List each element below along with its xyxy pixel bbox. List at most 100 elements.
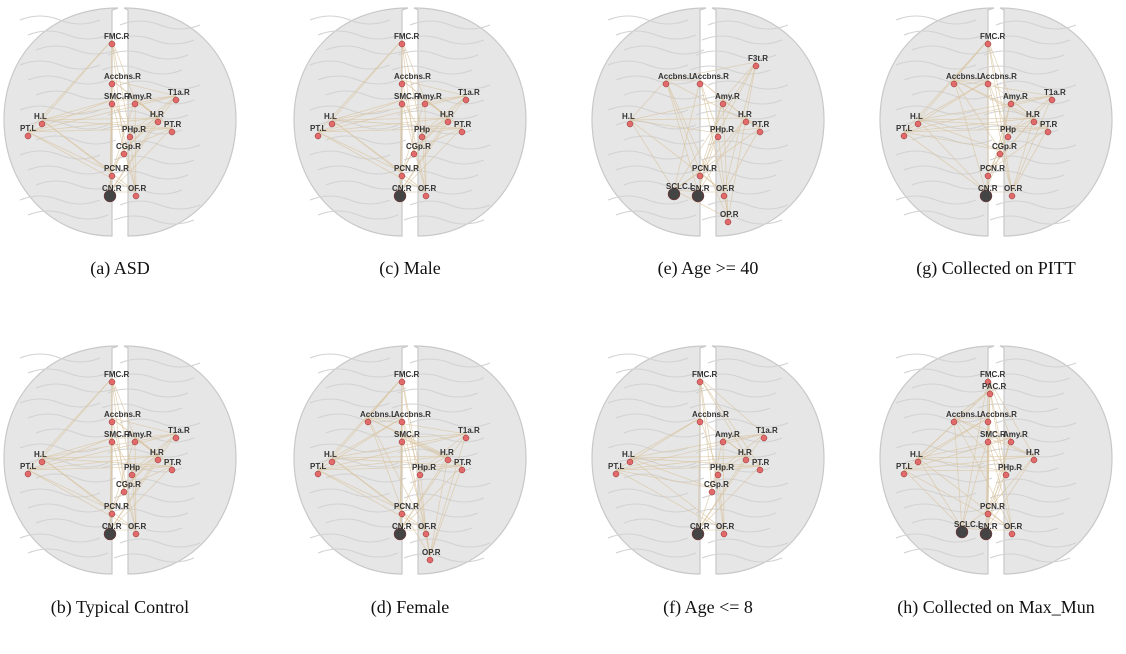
connection-edge (697, 433, 765, 531)
gyrus-line (911, 518, 993, 528)
gyrus-line (615, 548, 697, 558)
connection-edge (987, 509, 1013, 531)
connection-edge (987, 39, 1013, 193)
gyrus-line (689, 403, 771, 413)
gyrus-line (107, 508, 189, 518)
region-label: CGp.R (992, 142, 1017, 151)
region-label: PCN.R (692, 164, 717, 173)
connection-edge (27, 377, 113, 471)
gyrus-line (107, 170, 189, 180)
gyrus-line (903, 503, 985, 513)
region-node (108, 378, 116, 386)
connection-edge (111, 377, 133, 472)
connection-edge (421, 117, 449, 134)
gyrus-line (309, 15, 391, 25)
region-label: Accbns.R (980, 410, 1017, 419)
gyrus-line (309, 105, 391, 115)
left-hemisphere (293, 7, 409, 237)
connection-edge (629, 433, 765, 459)
brain-figure: FMC.R Accbns.R Amy.R T1a.R H.L H.R PT.L PT.R PHp… (591, 345, 825, 575)
connection-edge (123, 465, 173, 489)
region-label: H.R (738, 110, 752, 119)
connection-edge (917, 457, 963, 529)
gyrus-line (995, 200, 1077, 210)
region-label: CN.R (690, 184, 710, 193)
connection-edge (129, 132, 137, 193)
connection-edge (1007, 117, 1035, 134)
region-node (422, 530, 430, 538)
region-label: Accbns.L (658, 72, 694, 81)
gyrus-line (35, 428, 117, 438)
gyrus-line (101, 403, 183, 413)
connection-edge (367, 417, 449, 457)
region-label: PT.L (310, 462, 327, 471)
connection-edge (699, 171, 725, 193)
region-label: H.L (910, 450, 923, 459)
connection-edge (413, 117, 449, 151)
gyrus-line (607, 150, 689, 160)
connection-edge (331, 433, 467, 459)
region-node (742, 118, 750, 126)
connection-edge (123, 455, 159, 489)
left-hemisphere (3, 7, 119, 237)
right-hemisphere (413, 345, 527, 575)
region-label: H.R (150, 110, 164, 119)
region-node (462, 96, 470, 104)
connection-edge (401, 470, 421, 511)
gyrus-line (27, 413, 109, 423)
region-node (724, 218, 732, 226)
gyrus-line (903, 30, 985, 40)
gyrus-line (325, 428, 407, 438)
gyrus-line (895, 398, 977, 408)
gyrus-line (995, 140, 1077, 150)
connection-edge (953, 79, 1035, 119)
connection-edge (917, 79, 989, 121)
gyrus-line (911, 383, 993, 393)
connection-edge (665, 79, 729, 219)
connection-edge (399, 433, 467, 531)
connection-edge (673, 189, 729, 219)
connection-edge (699, 377, 765, 435)
region-node (1048, 96, 1056, 104)
connection-edge (985, 132, 1009, 193)
region-label: PT.R (752, 458, 770, 467)
connection-edge (41, 457, 137, 531)
gyrus-line (911, 473, 993, 483)
connection-edge (903, 131, 1001, 151)
region-node (328, 120, 336, 128)
connection-edge (109, 127, 173, 193)
region-label: Accbns.R (980, 72, 1017, 81)
region-label: PHp.R (412, 463, 436, 472)
gyrus-line (317, 30, 399, 40)
connection-edge (953, 79, 987, 193)
region-label: H.R (150, 448, 164, 457)
gyrus-line (989, 493, 1071, 503)
region-node (458, 466, 466, 474)
region-label: PCN.R (104, 164, 129, 173)
connection-edge (401, 99, 426, 173)
connection-edge (1010, 95, 1053, 101)
connection-edge (745, 117, 761, 129)
region-label: CN.R (978, 184, 998, 193)
connection-edge (401, 437, 449, 457)
connection-edge (665, 61, 757, 81)
connection-edge (917, 95, 1053, 121)
gyrus-line (19, 353, 101, 363)
region-label: OP.R (720, 210, 739, 219)
region-label: Amy.R (715, 430, 740, 439)
connection-edge (317, 433, 467, 471)
region-label: PT.R (752, 120, 770, 129)
region-node (103, 189, 117, 203)
region-node (984, 438, 992, 446)
connection-edge (903, 469, 963, 529)
region-node (314, 132, 322, 140)
gyrus-line (989, 373, 1071, 383)
connection-edge (903, 389, 991, 471)
region-node (108, 80, 116, 88)
region-label: T1a.R (458, 88, 480, 97)
gyrus-line (403, 493, 485, 503)
gyrus-line (325, 383, 407, 393)
region-label: FMC.R (394, 370, 420, 379)
